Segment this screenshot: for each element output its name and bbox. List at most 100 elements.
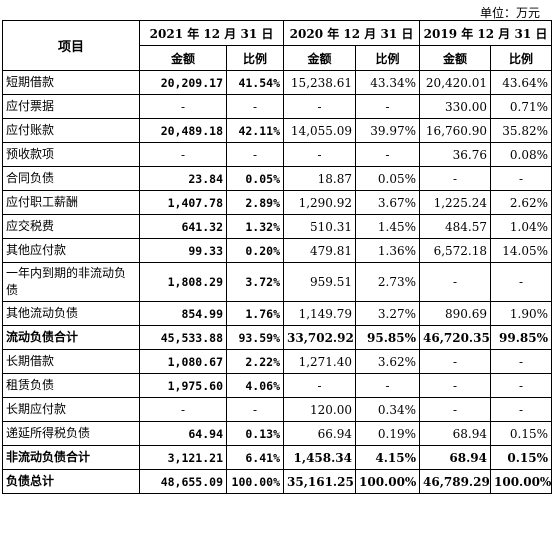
ratio-cell-2021: 6.41%: [226, 445, 284, 470]
ratio-cell-2020: 95.85%: [355, 325, 420, 350]
ratio-cell-2020: 39.97%: [355, 118, 420, 143]
amount-cell-2021: -: [139, 142, 227, 167]
ratio-cell-2020: -: [355, 142, 420, 167]
ratio-cell-2019: 0.08%: [490, 142, 552, 167]
ratio-cell-2020: 3.62%: [355, 349, 420, 374]
row-label: 应付票据: [2, 94, 140, 119]
ratio-cell-2020: 0.19%: [355, 421, 420, 446]
row-label: 非流动负债合计: [2, 445, 140, 470]
amount-cell-2020: 35,161.25: [283, 469, 356, 494]
ratio-cell-2021: 93.59%: [226, 325, 284, 350]
header-row-periods: 项目 2021 年 12 月 31 日 2020 年 12 月 31 日 201…: [2, 20, 552, 71]
amount-cell-2019: 484.57: [419, 214, 491, 239]
row-label: 合同负债: [2, 166, 140, 191]
table-row: 非流动负债合计 3,121.21 6.41% 1,458.34 4.15% 68.94 0.…: [2, 445, 552, 470]
amount-cell-2021: 20,209.17: [139, 70, 227, 95]
amount-cell-2019: 6,572.18: [419, 238, 491, 263]
amount-cell-2020: 66.94: [283, 421, 356, 446]
amount-cell-2021: 641.32: [139, 214, 227, 239]
unit-label: 单位：万元: [479, 6, 540, 20]
amount-cell-2021: 48,655.09: [139, 469, 227, 494]
amount-cell-2019: 68.94: [419, 421, 491, 446]
row-label: 短期借款: [2, 70, 140, 95]
amount-cell-2021: 64.94: [139, 421, 227, 446]
row-label: 长期应付款: [2, 397, 140, 422]
amount-cell-2019: 890.69: [419, 301, 491, 326]
amount-cell-2020: 1,149.79: [283, 301, 356, 326]
ratio-cell-2020: 2.73%: [355, 262, 420, 302]
table-row: 应付票据 - - - -330.00 0.71%: [2, 94, 552, 119]
amount-cell-2019: -: [419, 166, 491, 191]
amount-cell-2019: -: [419, 373, 491, 398]
ratio-cell-2020: 4.15%: [355, 445, 420, 470]
header-amount: 金额: [283, 45, 356, 71]
row-label: 一年内到期的非流动负债: [2, 262, 140, 302]
amount-cell-2021: 99.33: [139, 238, 227, 263]
row-label: 应付职工薪酬: [2, 190, 140, 215]
row-label: 应交税费: [2, 214, 140, 239]
ratio-cell-2019: 14.05%: [490, 238, 552, 263]
ratio-cell-2019: 2.62%: [490, 190, 552, 215]
ratio-cell-2021: -: [226, 142, 284, 167]
row-label: 负债总计: [2, 469, 140, 494]
header-amount: 金额: [139, 45, 227, 71]
amount-cell-2019: 36.76: [419, 142, 491, 167]
ratio-cell-2020: 0.05%: [355, 166, 420, 191]
ratio-cell-2021: 2.22%: [226, 349, 284, 374]
amount-cell-2021: 854.99: [139, 301, 227, 326]
row-label: 预收款项: [2, 142, 140, 167]
amount-cell-2019: 20,420.01: [419, 70, 491, 95]
ratio-cell-2021: -: [226, 94, 284, 119]
ratio-cell-2019: 0.15%: [490, 421, 552, 446]
row-label: 长期借款: [2, 349, 140, 374]
ratio-cell-2020: 3.67%: [355, 190, 420, 215]
header-ratio: 比例: [490, 45, 552, 71]
amount-cell-2020: -: [283, 142, 356, 167]
header-period-2020: 2020 年 12 月 31 日: [283, 20, 420, 46]
header-item: 项目: [2, 20, 140, 71]
amount-cell-2019: -: [419, 262, 491, 302]
table-row: 应付职工薪酬 1,407.78 2.89% 1,290.92 3.67% 1,225.24…: [2, 190, 552, 215]
table-row: 预收款项 - - - -36.76 0.08%: [2, 142, 552, 167]
ratio-cell-2019: -: [490, 373, 552, 398]
ratio-cell-2019: -: [490, 262, 552, 302]
ratio-cell-2021: 42.11%: [226, 118, 284, 143]
table-row: 其他应付款 99.33 0.20% 479.81 1.36% 6,572.18 14.05%: [2, 238, 552, 263]
amount-cell-2020: 14,055.09: [283, 118, 356, 143]
row-label: 租赁负债: [2, 373, 140, 398]
amount-cell-2021: 23.84: [139, 166, 227, 191]
header-amount: 金额: [419, 45, 491, 71]
amount-cell-2020: 18.87: [283, 166, 356, 191]
amount-cell-2020: 1,290.92: [283, 190, 356, 215]
ratio-cell-2019: 1.04%: [490, 214, 552, 239]
ratio-cell-2019: 0.71%: [490, 94, 552, 119]
amount-cell-2019: -: [419, 397, 491, 422]
header-ratio: 比例: [226, 45, 284, 71]
amount-cell-2019: 68.94: [419, 445, 491, 470]
ratio-cell-2019: 99.85%: [490, 325, 552, 350]
table-row: 流动负债合计 45,533.88 93.59% 33,702.92 95.85% 46,7…: [2, 325, 552, 350]
ratio-cell-2019: -: [490, 397, 552, 422]
ratio-cell-2019: -: [490, 166, 552, 191]
row-label: 应付账款: [2, 118, 140, 143]
amount-cell-2020: 1,271.40: [283, 349, 356, 374]
ratio-cell-2021: 0.13%: [226, 421, 284, 446]
table-row: 长期借款 1,080.67 2.22% 1,271.40 3.62% - -: [2, 349, 552, 374]
amount-cell-2021: 20,489.18: [139, 118, 227, 143]
liabilities-table: 项目 2021 年 12 月 31 日 2020 年 12 月 31 日 201…: [2, 20, 552, 494]
ratio-cell-2020: 0.34%: [355, 397, 420, 422]
amount-cell-2020: 1,458.34: [283, 445, 356, 470]
table-row: 其他流动负债 854.99 1.76% 1,149.79 3.27% 890.69 1.90…: [2, 301, 552, 326]
amount-cell-2021: -: [139, 94, 227, 119]
ratio-cell-2021: -: [226, 397, 284, 422]
ratio-cell-2021: 2.89%: [226, 190, 284, 215]
amount-cell-2019: 330.00: [419, 94, 491, 119]
ratio-cell-2021: 4.06%: [226, 373, 284, 398]
table-row: 负债总计 48,655.09 100.00% 35,161.25 100.00% 46,7…: [2, 469, 552, 494]
ratio-cell-2021: 100.00%: [226, 469, 284, 494]
ratio-cell-2020: 100.00%: [355, 469, 420, 494]
amount-cell-2021: -: [139, 397, 227, 422]
amount-cell-2020: 120.00: [283, 397, 356, 422]
ratio-cell-2019: -: [490, 349, 552, 374]
table-row: 租赁负债 1,975.60 4.06% - - - -: [2, 373, 552, 398]
